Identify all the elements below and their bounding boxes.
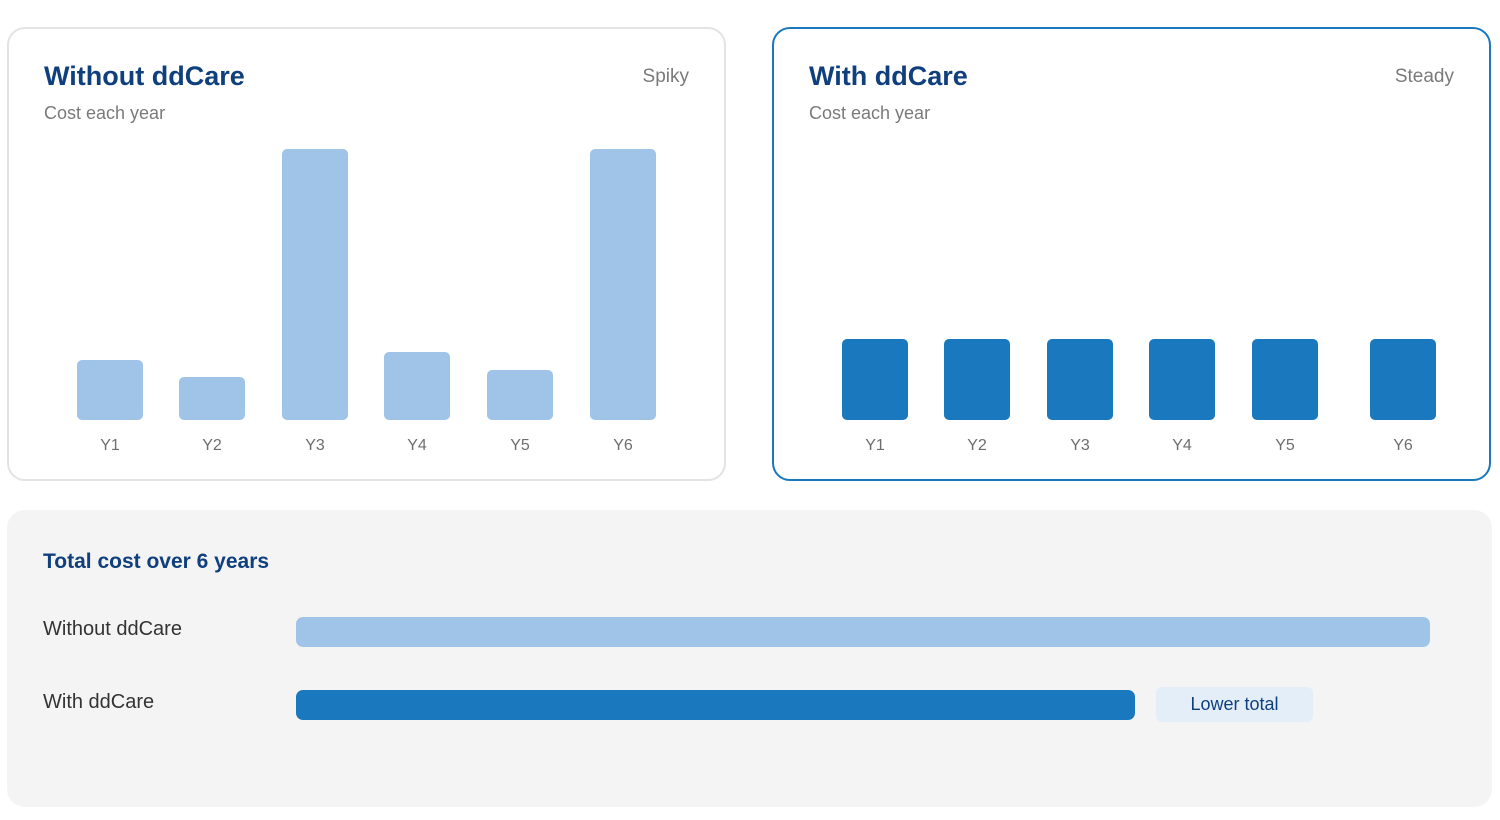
bar-y6 — [590, 149, 656, 420]
card-title: With ddCare — [809, 61, 968, 91]
bar-y2 — [179, 376, 245, 420]
x-tick-label: Y2 — [967, 437, 987, 454]
x-tick-label: Y6 — [613, 437, 633, 454]
bar-chart-with: Y1 Y2 Y3 Y4 Y5 Y6 — [774, 29, 1489, 479]
x-tick-label: Y4 — [1172, 437, 1192, 454]
x-tick-label: Y6 — [1393, 437, 1413, 454]
total-bar-with — [296, 690, 1136, 720]
total-bar-without — [296, 617, 1430, 647]
x-tick-label: Y5 — [510, 437, 530, 454]
chart-card-with: With ddCare Steady Cost each year Y1 Y2 Y3… — [772, 27, 1491, 481]
chart-card-without: Without ddCare Spiky Cost each year Y1 Y2… — [7, 27, 726, 481]
bar-y6 — [1370, 338, 1436, 420]
x-tick-label: Y3 — [305, 437, 325, 454]
bar-y3 — [282, 149, 348, 420]
lower-total-badge: Lower total — [1156, 687, 1313, 722]
card-tag: Steady — [1394, 66, 1454, 87]
totals-panel: Total cost over 6 years Without ddCare W… — [7, 510, 1492, 807]
bar-y1 — [842, 338, 908, 420]
x-tick-label: Y5 — [1275, 437, 1295, 454]
x-tick-label: Y4 — [407, 437, 427, 454]
bar-y5 — [1252, 338, 1318, 420]
bar-y1 — [77, 360, 143, 420]
bar-y4 — [384, 352, 450, 420]
x-tick-label: Y3 — [1070, 437, 1090, 454]
x-tick-label: Y1 — [100, 437, 120, 454]
bar-chart-without: Y1 Y2 Y3 Y4 Y5 Y6 — [9, 29, 724, 479]
bar-y2 — [944, 338, 1010, 420]
bar-y5 — [487, 369, 553, 420]
x-tick-label: Y1 — [865, 437, 885, 454]
card-tag: Spiky — [642, 66, 689, 87]
bar-y3 — [1047, 338, 1113, 420]
card-subtitle: Cost each year — [809, 103, 931, 123]
card-title: Without ddCare — [44, 61, 245, 91]
x-tick-label: Y2 — [202, 437, 222, 454]
row-label-with: With ddCare — [43, 691, 155, 713]
totals-title: Total cost over 6 years — [43, 550, 270, 573]
bar-y4 — [1149, 338, 1215, 420]
row-label-without: Without ddCare — [43, 618, 182, 640]
card-subtitle: Cost each year — [44, 103, 166, 123]
